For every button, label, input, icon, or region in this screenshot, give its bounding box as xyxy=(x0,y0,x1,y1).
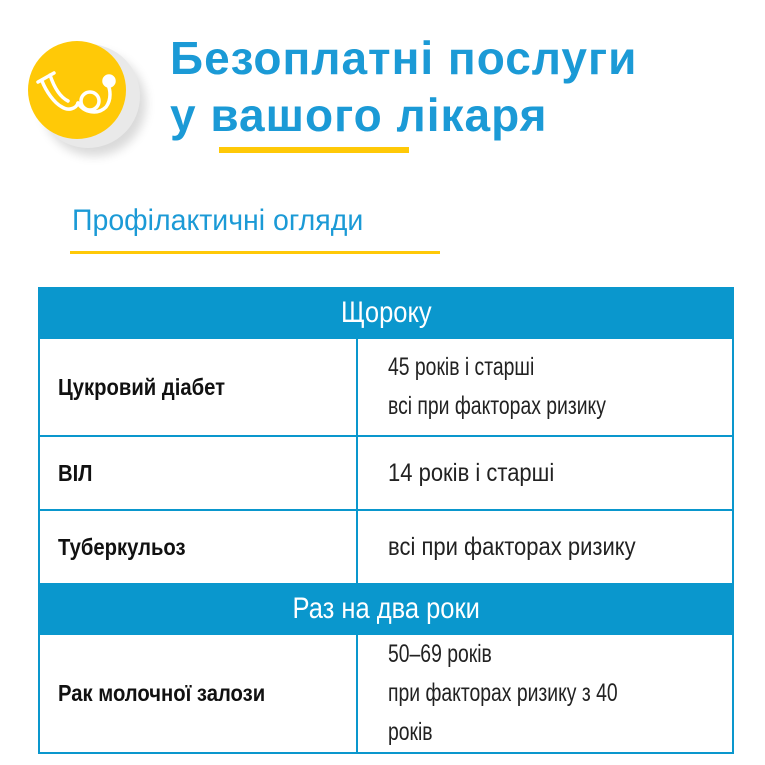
value-line: 50–69 років xyxy=(388,640,492,668)
value-line: 45 років і старші xyxy=(388,353,535,381)
row-name: Цукровий діабет xyxy=(58,373,225,400)
table-row: Туберкульоз всі при факторах ризику xyxy=(38,509,734,585)
row-name: ВІЛ xyxy=(58,459,93,486)
value-line: при факторах ризику з 40 років xyxy=(388,679,618,746)
section-subtitle: Профілактичні огляди xyxy=(72,204,364,237)
title-line-2: у вашого лікаря xyxy=(170,87,637,144)
table-row: ВІЛ 14 років і старші xyxy=(38,435,734,511)
stethoscope-icon xyxy=(36,71,116,114)
title-suffix: лікаря xyxy=(382,89,548,141)
row-name: Рак молочної залози xyxy=(58,680,266,706)
row-value: 50–69 років при факторах ризику з 40 рокі… xyxy=(388,635,691,752)
section-heading: Щороку xyxy=(340,296,432,329)
screenings-table: Щороку Цукровий діабет 45 років і старші… xyxy=(38,287,734,754)
table-row: Рак молочної залози 50–69 років при факто… xyxy=(38,633,734,754)
title-prefix: у xyxy=(170,89,211,141)
value-line: всі при факторах ризику xyxy=(388,392,606,420)
title-line-1: Безоплатні послуги xyxy=(170,32,638,84)
row-value: всі при факторах ризику xyxy=(388,532,636,561)
row-name: Туберкульоз xyxy=(58,533,186,560)
page-title: Безоплатні послуги у вашого лікаря xyxy=(170,30,637,144)
stethoscope-badge xyxy=(28,41,126,139)
row-value: 45 років і старші всі при факторах ризику xyxy=(388,348,636,426)
section-heading: Раз на два роки xyxy=(292,592,480,625)
section-header: Раз на два роки xyxy=(38,583,734,635)
row-value: 14 років і старші xyxy=(388,458,555,487)
table-row: Цукровий діабет 45 років і старші всі при… xyxy=(38,337,734,437)
title-underline xyxy=(219,147,409,153)
subtitle-underline xyxy=(70,251,440,254)
section-header: Щороку xyxy=(38,287,734,339)
title-highlight: вашого xyxy=(210,89,383,141)
